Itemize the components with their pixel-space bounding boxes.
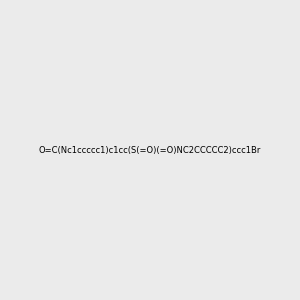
- Text: O=C(Nc1ccccc1)c1cc(S(=O)(=O)NC2CCCCC2)ccc1Br: O=C(Nc1ccccc1)c1cc(S(=O)(=O)NC2CCCCC2)cc…: [39, 146, 261, 154]
